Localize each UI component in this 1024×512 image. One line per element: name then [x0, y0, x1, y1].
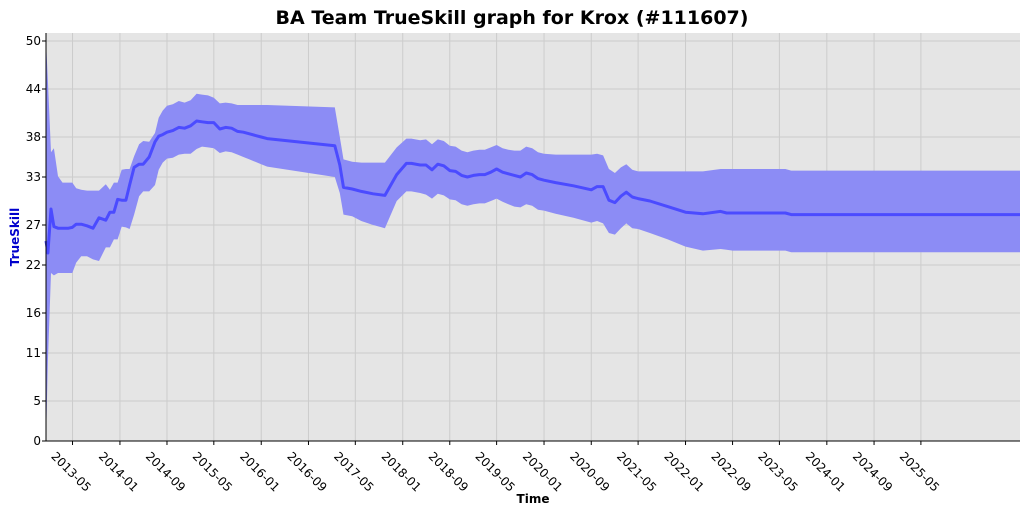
x-tick-label: 2023-05	[755, 449, 800, 494]
y-tick-label: 33	[26, 170, 41, 184]
x-tick-label: 2018-01	[379, 449, 424, 494]
x-tick-label: 2025-05	[897, 449, 942, 494]
x-tick-label: 2022-09	[708, 449, 753, 494]
x-tick-label: 2016-01	[237, 449, 282, 494]
x-tick-label: 2014-01	[96, 449, 141, 494]
trueskill-line	[44, 119, 1020, 255]
y-tick-label: 22	[26, 258, 41, 272]
x-tick-label: 2020-09	[567, 449, 612, 494]
x-tick-labels: 2013-05 2014-01 2014-09 2015-05 2016-01 2016-…	[48, 449, 942, 494]
x-tick-label: 2014-09	[143, 449, 188, 494]
y-tick-label: 38	[26, 130, 41, 144]
trueskill-line-layer	[44, 119, 1020, 255]
x-tick-label: 2018-09	[426, 449, 471, 494]
x-axis-label: Time	[517, 492, 550, 506]
x-tick-label: 2020-01	[520, 449, 565, 494]
x-tick-label: 2021-05	[614, 449, 659, 494]
x-tick-label: 2022-01	[661, 449, 706, 494]
axes	[42, 33, 1020, 445]
y-tick-label: 50	[26, 34, 41, 48]
chart-title: BA Team TrueSkill graph for Krox (#11160…	[276, 7, 749, 29]
y-tick-label: 5	[33, 394, 41, 408]
x-tick-label: 2019-05	[472, 449, 517, 494]
x-tick-label: 2015-05	[190, 449, 235, 494]
y-tick-label: 16	[26, 306, 41, 320]
y-tick-labels: 0 5 11 16 22 27 33 38 44 50	[26, 34, 41, 448]
y-tick-label: 44	[26, 82, 41, 96]
x-tick-label: 2013-05	[48, 449, 93, 494]
x-tick-label: 2024-09	[850, 449, 895, 494]
x-tick-label: 2016-09	[284, 449, 329, 494]
y-tick-label: 11	[26, 346, 41, 360]
x-tick-label: 2017-05	[331, 449, 376, 494]
y-tick-label: 0	[33, 434, 41, 448]
y-tick-label: 27	[26, 218, 41, 232]
y-axis-label: TrueSkill	[8, 208, 22, 266]
x-tick-label: 2024-01	[803, 449, 848, 494]
